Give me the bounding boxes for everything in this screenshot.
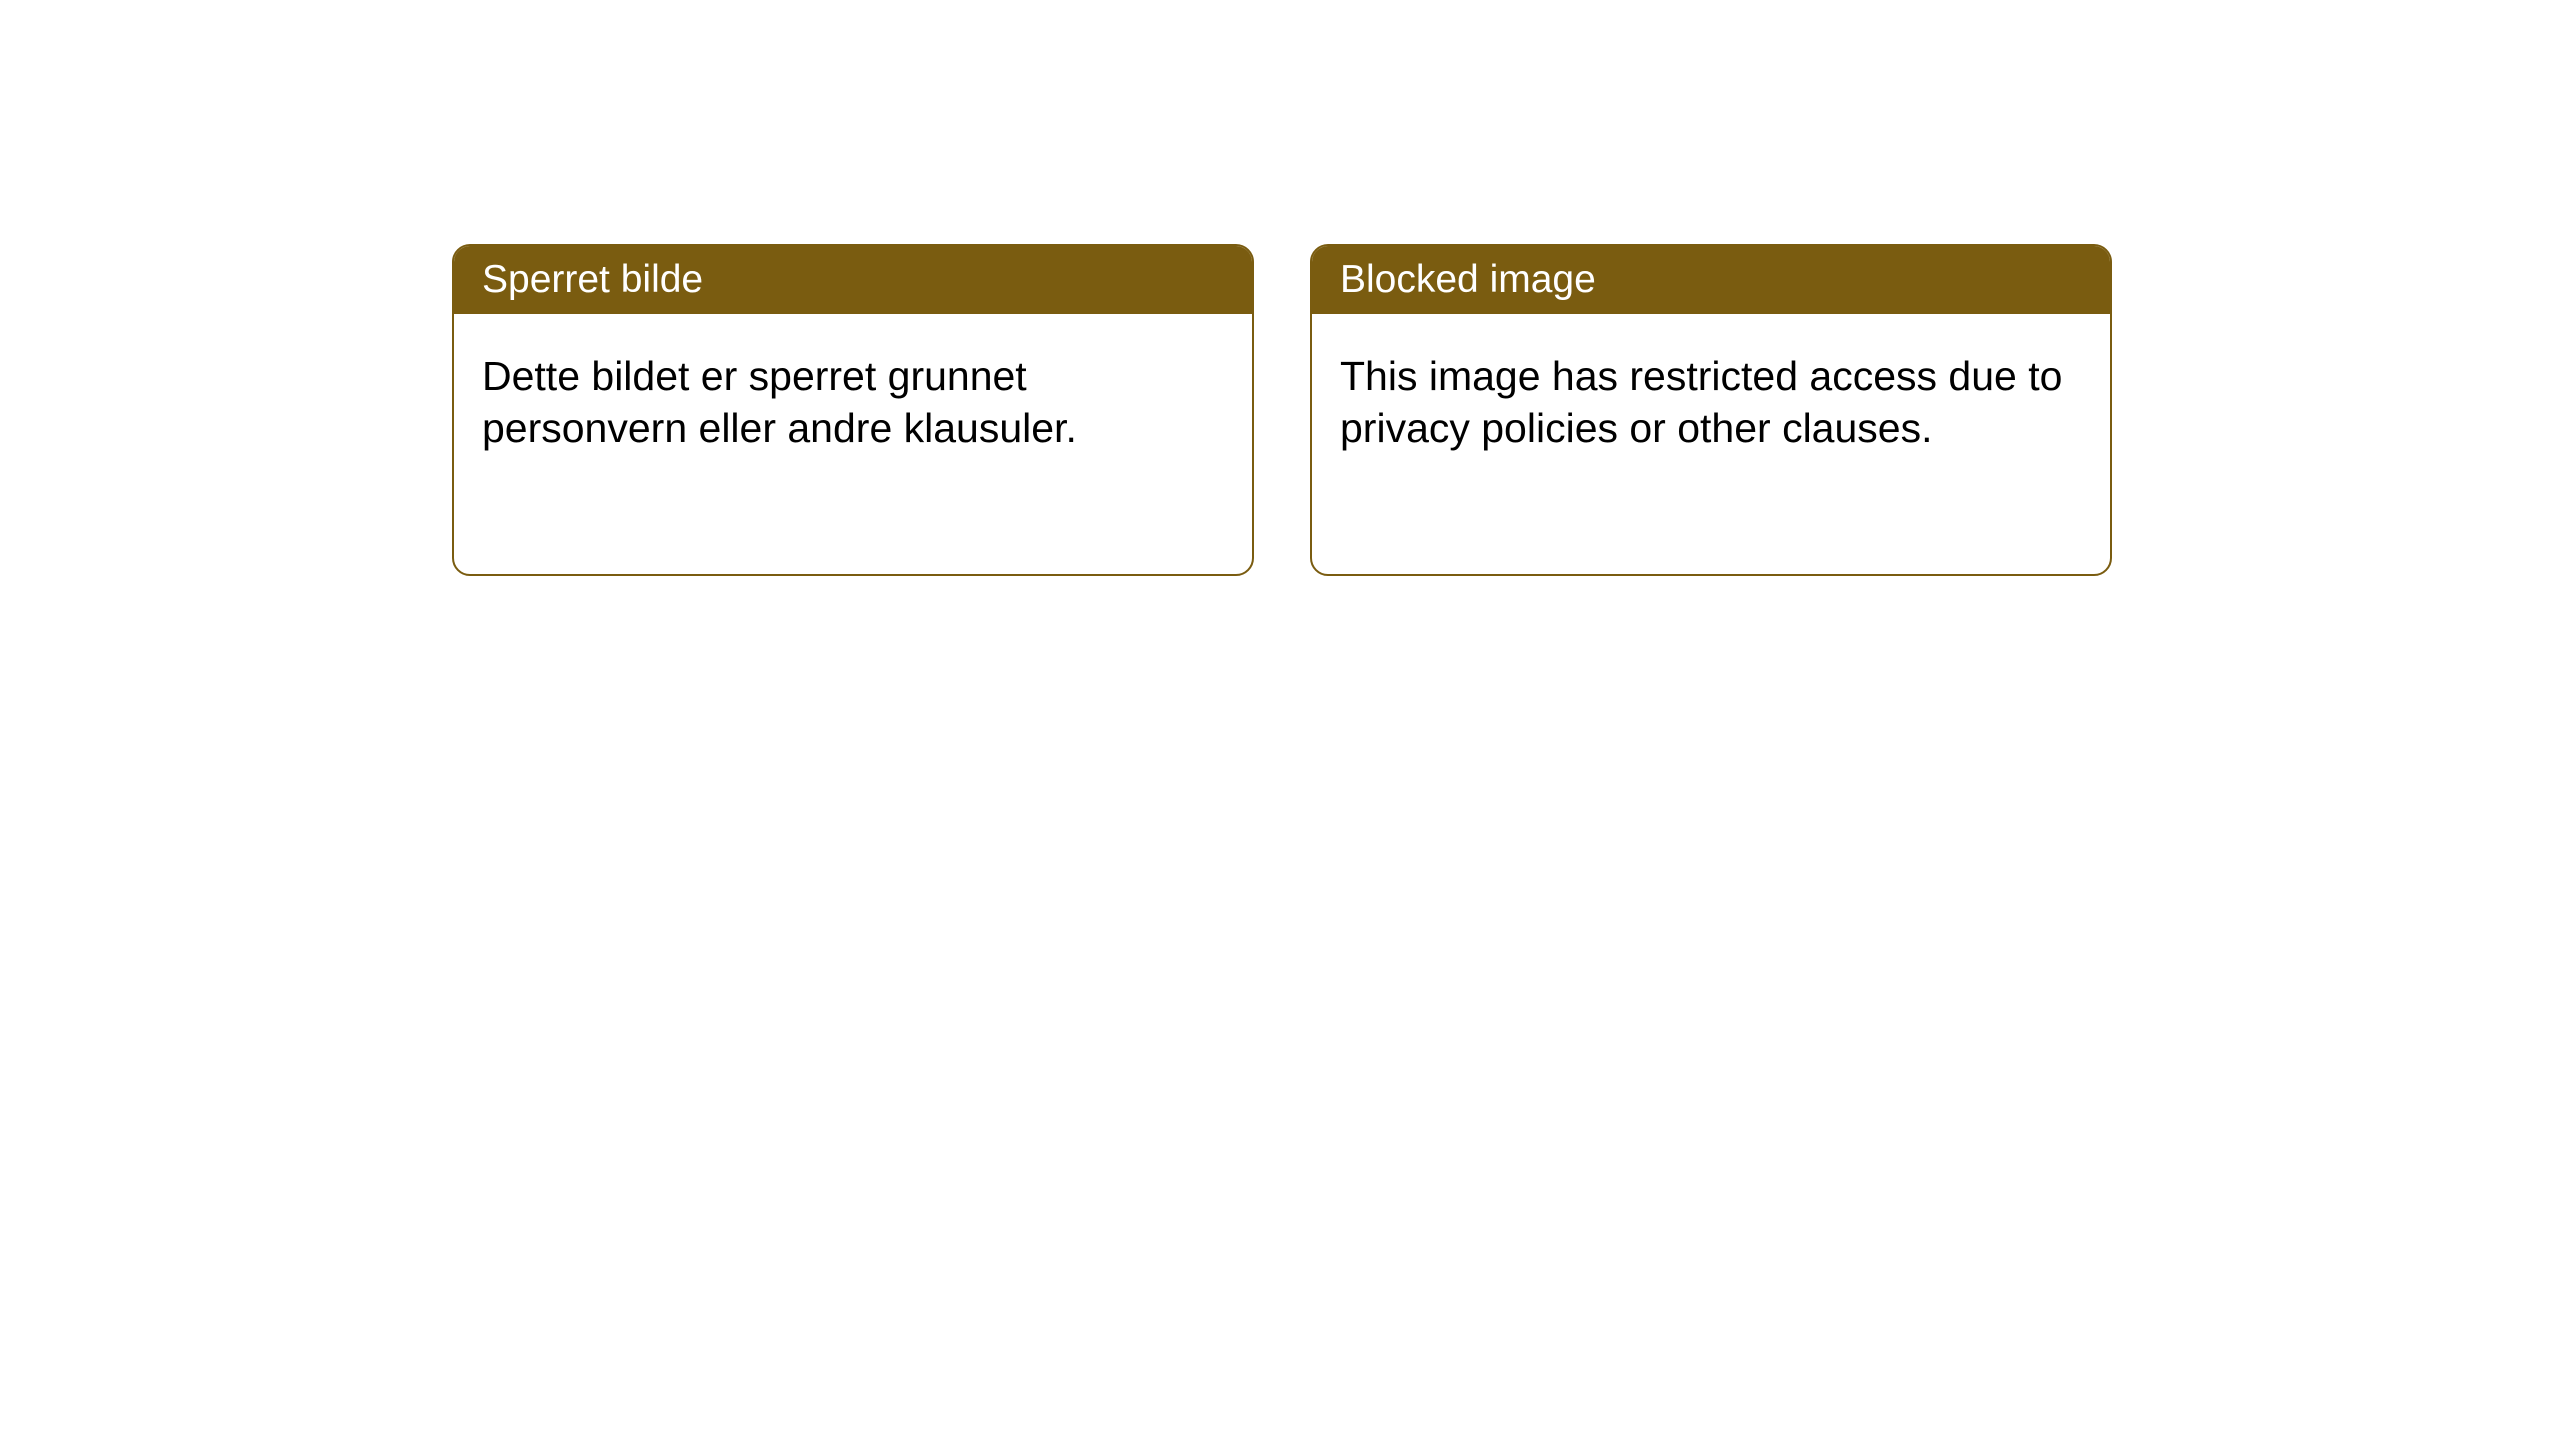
notice-title: Sperret bilde bbox=[482, 258, 703, 301]
notice-card-header: Blocked image bbox=[1312, 246, 2110, 314]
notice-card-header: Sperret bilde bbox=[454, 246, 1252, 314]
notice-card-norwegian: Sperret bilde Dette bildet er sperret gr… bbox=[452, 244, 1254, 576]
notice-title: Blocked image bbox=[1340, 258, 1596, 301]
notice-card-body: This image has restricted access due to … bbox=[1312, 314, 2110, 491]
notice-card-english: Blocked image This image has restricted … bbox=[1310, 244, 2112, 576]
notice-card-body: Dette bildet er sperret grunnet personve… bbox=[454, 314, 1252, 491]
notice-cards-container: Sperret bilde Dette bildet er sperret gr… bbox=[452, 244, 2112, 576]
notice-text: This image has restricted access due to … bbox=[1340, 353, 2062, 451]
notice-text: Dette bildet er sperret grunnet personve… bbox=[482, 353, 1077, 451]
